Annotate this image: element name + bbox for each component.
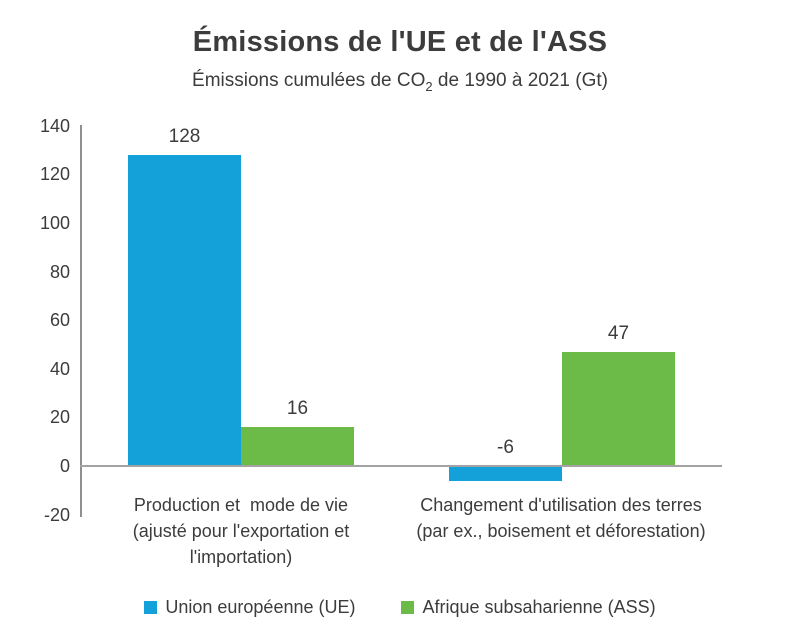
bar-value-label: 16 bbox=[286, 398, 309, 420]
bar-value-label: -6 bbox=[497, 437, 514, 458]
legend-swatch-icon bbox=[144, 601, 158, 614]
chart-title: Émissions de l'UE et de l'ASS bbox=[192, 26, 608, 58]
legend-label: Union européenne (UE) bbox=[165, 597, 356, 617]
subtitle-suffix: de 1990 à 2021 (Gt) bbox=[432, 70, 608, 91]
y-tick-label: 0 bbox=[59, 456, 70, 476]
category-label-group1: Production et mode de vie (ajusté pour l'… bbox=[133, 492, 350, 570]
y-tick-label: 40 bbox=[49, 358, 70, 379]
y-tick-label: -20 bbox=[43, 504, 70, 525]
y-tick-label: 100 bbox=[39, 213, 70, 233]
zero-baseline bbox=[80, 465, 722, 467]
subtitle-subscript: 2 bbox=[425, 78, 433, 94]
y-tick-label: 120 bbox=[39, 164, 70, 185]
bar-ass-group1 bbox=[241, 427, 354, 466]
legend-swatch-icon bbox=[401, 601, 415, 614]
bar-eu-group2 bbox=[449, 466, 562, 481]
y-tick-label: 140 bbox=[39, 115, 70, 136]
legend-label: Afrique subsaharienne (ASS) bbox=[422, 597, 656, 617]
category-label-line: Changement d'utilisation des terres bbox=[420, 495, 702, 515]
bar-value-label: 128 bbox=[168, 125, 201, 147]
legend-item-eu: Union européenne (UE) bbox=[144, 597, 355, 618]
category-label-line: Production et mode de vie bbox=[133, 495, 349, 515]
chart-subtitle: Émissions cumulées de CO2 de 1990 à 2021… bbox=[0, 70, 800, 94]
category-label-line: (par ex., boisement et déforestation) bbox=[416, 521, 706, 541]
legend-item-ass: Afrique subsaharienne (ASS) bbox=[401, 597, 656, 618]
category-label-group2: Changement d'utilisation des terres (par … bbox=[416, 492, 705, 544]
y-tick-label: 80 bbox=[49, 261, 70, 282]
bar-ass-group2 bbox=[562, 351, 675, 466]
category-label-line: (ajusté pour l'exportation et bbox=[132, 521, 350, 541]
y-axis-line bbox=[80, 125, 82, 517]
bar-value-label: 47 bbox=[607, 322, 630, 344]
category-label-line: l'importation) bbox=[189, 547, 293, 567]
bar-eu-group1 bbox=[128, 154, 241, 466]
subtitle-prefix: Émissions cumulées de CO bbox=[192, 70, 426, 91]
y-tick-label: 60 bbox=[49, 310, 70, 331]
legend: Union européenne (UE) Afrique subsaharien… bbox=[0, 597, 800, 618]
y-tick-label: 20 bbox=[49, 407, 70, 428]
